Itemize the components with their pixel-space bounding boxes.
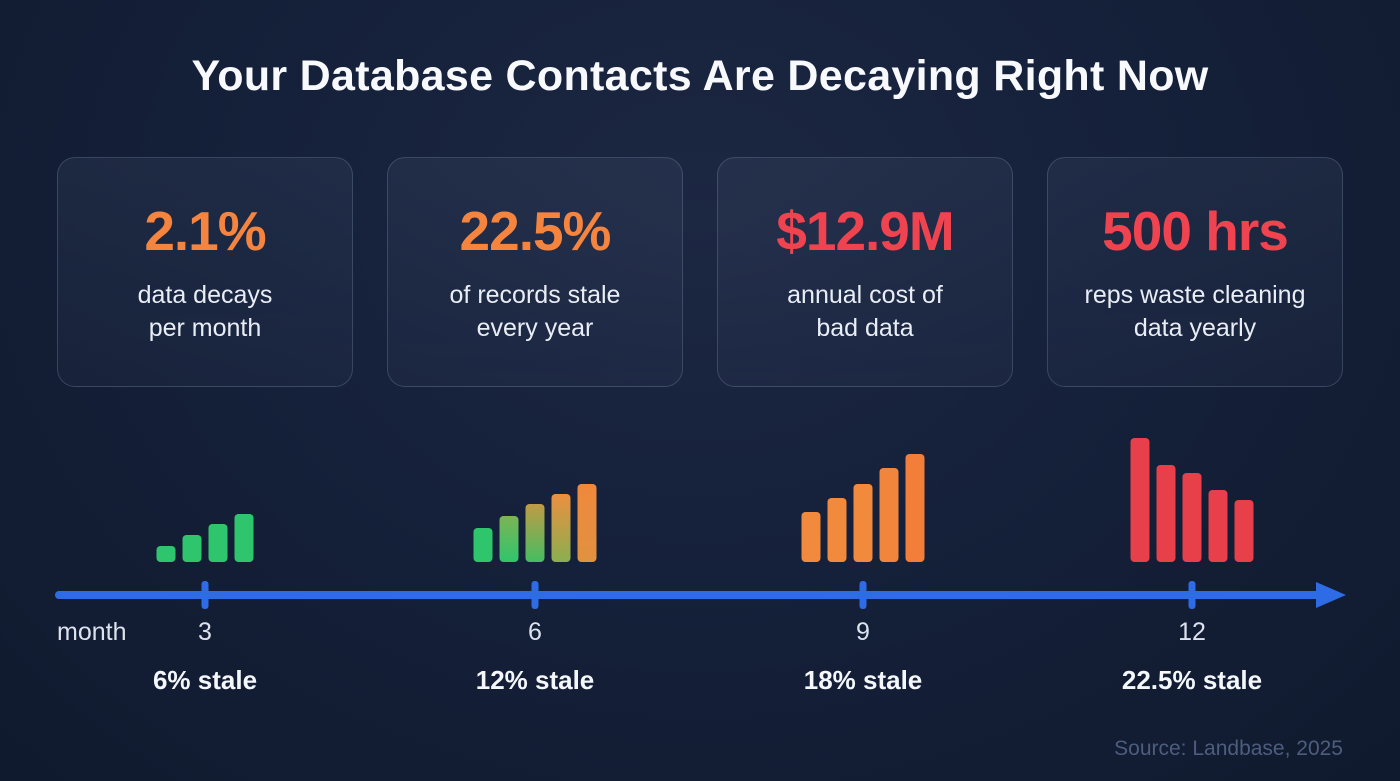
axis-tick xyxy=(531,581,539,609)
stale-percentage-label: 22.5% stale xyxy=(1121,665,1263,695)
axis-tick xyxy=(201,581,209,609)
bar-cluster-month-6 xyxy=(473,484,597,562)
decay-bar xyxy=(1182,473,1202,562)
stale-percentage-label: 18% stale xyxy=(803,665,923,695)
decay-bar xyxy=(853,484,873,562)
decay-bar xyxy=(156,546,176,562)
stat-value: $12.9M xyxy=(776,200,954,262)
decay-bar xyxy=(1208,490,1228,562)
bar-cluster-month-9 xyxy=(801,454,925,562)
stat-cards-row: 2.1% data decays per month 22.5% of reco… xyxy=(57,157,1343,387)
decay-bar xyxy=(499,516,519,562)
source-attribution: Source: Landbase, 2025 xyxy=(1114,737,1343,760)
stale-percentage-label: 12% stale xyxy=(475,665,595,695)
stat-value: 500 hrs xyxy=(1102,200,1289,262)
decay-bar xyxy=(801,512,821,562)
axis-tick xyxy=(1188,581,1196,609)
decay-bar xyxy=(1234,500,1254,562)
bar-cluster-month-3 xyxy=(156,514,254,562)
timeline-axis xyxy=(55,591,1321,599)
page-title: Your Database Contacts Are Decaying Righ… xyxy=(191,52,1209,100)
stat-value: 2.1% xyxy=(144,200,266,262)
timeline-arrowhead-icon xyxy=(1316,582,1346,608)
stale-percentage-label: 6% stale xyxy=(152,665,258,695)
stat-card-annual-cost: $12.9M annual cost of bad data xyxy=(717,157,1013,387)
decay-bar xyxy=(1130,438,1150,562)
decay-bar xyxy=(905,454,925,562)
stat-label: of records stale every year xyxy=(449,281,621,342)
decay-bar xyxy=(879,468,899,562)
month-tick-label: 3 xyxy=(198,618,212,646)
axis-tick xyxy=(859,581,867,609)
stat-value: 22.5% xyxy=(459,200,612,262)
decay-bar xyxy=(473,528,493,562)
decay-bar xyxy=(234,514,254,562)
axis-label-month: month xyxy=(57,618,127,646)
stat-label: annual cost of bad data xyxy=(787,281,943,342)
decay-bar xyxy=(551,494,571,562)
month-tick-label: 9 xyxy=(856,618,870,646)
stat-card-yearly-stale: 22.5% of records stale every year xyxy=(387,157,683,387)
decay-bar xyxy=(525,504,545,562)
stat-card-monthly-decay: 2.1% data decays per month xyxy=(57,157,353,387)
month-tick-label: 12 xyxy=(1178,618,1206,646)
stat-card-wasted-hours: 500 hrs reps waste cleaning data yearly xyxy=(1047,157,1343,387)
bar-cluster-month-12 xyxy=(1130,438,1254,562)
decay-bar xyxy=(208,524,228,562)
month-tick-label: 6 xyxy=(528,618,542,646)
decay-timeline: month 3 6% stale 6 12% stale 9 18% stale… xyxy=(0,425,1400,715)
decay-bar xyxy=(827,498,847,562)
decay-bar xyxy=(1156,465,1176,562)
stat-label: data decays per month xyxy=(137,281,273,342)
stat-label: reps waste cleaning data yearly xyxy=(1084,281,1306,342)
decay-bar xyxy=(182,535,202,562)
decay-bar xyxy=(577,484,597,562)
